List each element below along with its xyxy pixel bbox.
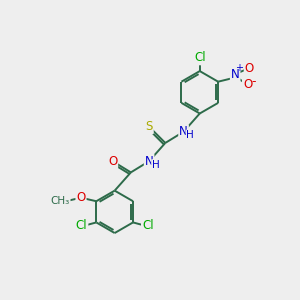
- Text: O: O: [245, 61, 254, 75]
- Text: H: H: [186, 130, 194, 140]
- Text: O: O: [76, 191, 85, 204]
- Text: N: N: [231, 68, 240, 80]
- Text: CH₃: CH₃: [51, 196, 70, 206]
- Text: S: S: [146, 120, 153, 133]
- Text: -: -: [252, 75, 256, 88]
- Text: Cl: Cl: [194, 51, 206, 64]
- Text: O: O: [108, 155, 117, 168]
- Text: N: N: [179, 125, 188, 138]
- Text: O: O: [243, 78, 252, 91]
- Text: Cl: Cl: [76, 220, 87, 232]
- Text: H: H: [152, 160, 160, 170]
- Text: N: N: [145, 155, 154, 168]
- Text: +: +: [235, 63, 243, 73]
- Text: Cl: Cl: [142, 220, 154, 232]
